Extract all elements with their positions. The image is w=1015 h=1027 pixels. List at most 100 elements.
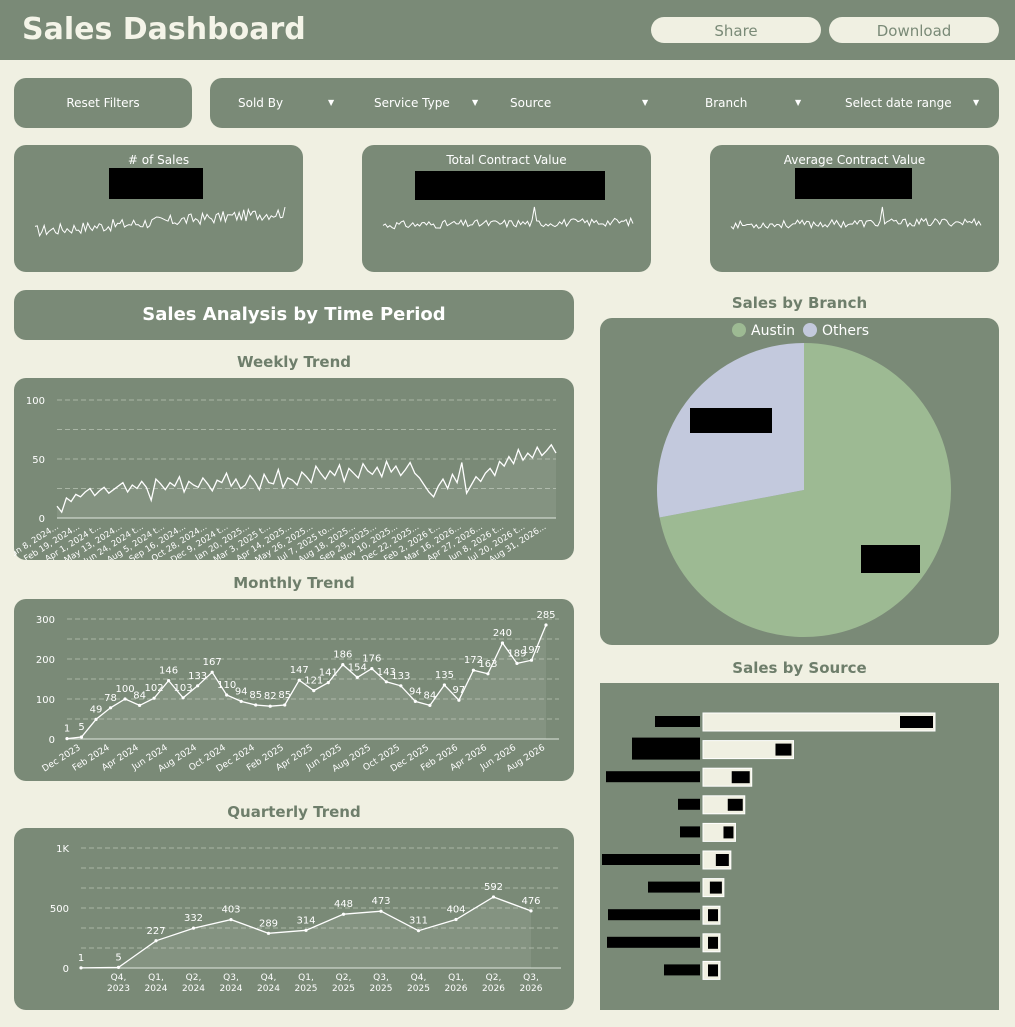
x-tick-label: Q4, — [261, 973, 277, 983]
data-point — [123, 697, 127, 701]
data-label: 110 — [217, 680, 236, 691]
redacted-value-label — [709, 881, 722, 894]
data-point — [304, 928, 308, 932]
data-label: 133 — [188, 671, 207, 682]
download-button[interactable]: Download — [829, 17, 999, 43]
chevron-down-icon[interactable]: ▼ — [328, 98, 335, 107]
weekly-trend-chart: 100 50 0 Jan 8, 2024... Feb 19, 2024... Apr 1… — [14, 378, 574, 560]
x-tick-label: Q2, — [186, 973, 202, 983]
y-tick-label: 300 — [36, 615, 55, 626]
data-label: 404 — [446, 905, 465, 916]
data-label: 100 — [116, 684, 135, 695]
bar — [702, 712, 936, 732]
source-chart-title: Sales by Source — [732, 659, 867, 677]
share-button[interactable]: Share — [651, 17, 821, 43]
data-point — [94, 717, 98, 721]
data-label: 143 — [377, 667, 396, 678]
data-label: 197 — [522, 645, 541, 656]
filter-source[interactable]: Source — [510, 96, 552, 110]
x-tick-label: 2025 — [407, 984, 430, 994]
page-title: Sales Dashboard — [22, 12, 306, 47]
sparkline — [730, 206, 982, 230]
x-tick-label: 2025 — [295, 984, 318, 994]
data-point — [79, 966, 83, 970]
data-point — [370, 667, 374, 671]
kpi-label: Average Contract Value — [783, 153, 926, 167]
redacted-value-label — [731, 771, 750, 784]
data-label: 97 — [453, 685, 466, 696]
data-point — [266, 931, 271, 935]
x-tick-label: 2026 — [445, 984, 468, 994]
data-point — [486, 672, 490, 676]
redacted-value-label — [715, 854, 729, 866]
weekly-trend-title: Weekly Trend — [236, 353, 352, 371]
data-label: 49 — [90, 704, 103, 715]
y-tick-label: 100 — [36, 695, 55, 706]
data-label: 84 — [133, 690, 146, 701]
data-label: 227 — [146, 926, 165, 937]
filter-sold-by[interactable]: Sold By — [238, 96, 284, 110]
bar — [702, 740, 794, 760]
data-point — [283, 703, 287, 707]
data-point — [413, 699, 417, 703]
x-tick-label: 2024 — [145, 984, 168, 994]
monthly-trend-title: Monthly Trend — [233, 574, 355, 592]
y-tick-label: 1K — [56, 844, 69, 855]
area-fill — [57, 444, 556, 518]
x-tick-label: 2024 — [257, 984, 280, 994]
monthly-trend-chart: 300 200 100 0 1 5 49 78 100 84 102 146 103 133 167 110 9… — [14, 599, 574, 781]
kpi-card-sales-count: # of Sales — [14, 145, 303, 272]
redacted-category-label — [608, 909, 700, 921]
sparkline-path — [34, 206, 286, 238]
data-label: 78 — [104, 693, 117, 704]
data-point — [254, 703, 258, 707]
data-point — [79, 735, 84, 739]
data-point — [268, 704, 272, 708]
redacted-category-label — [655, 716, 700, 727]
data-point — [529, 909, 533, 913]
data-label: 146 — [159, 666, 178, 677]
chevron-down-icon[interactable]: ▼ — [642, 98, 649, 107]
x-tick-label: Q2, — [486, 973, 502, 983]
area-fill — [67, 625, 546, 739]
x-tick-label: Q3, — [523, 973, 539, 983]
redacted-value-label — [900, 716, 933, 728]
kpi-card-average-contract-value: Average Contract Value — [710, 145, 999, 272]
x-tick-label: 2026 — [520, 984, 543, 994]
x-tick-label: 2023 — [107, 984, 130, 994]
section-title: Sales Analysis by Time Period — [14, 290, 574, 340]
data-point — [341, 912, 346, 916]
redacted-category-label — [607, 936, 700, 948]
data-label: 141 — [319, 668, 338, 679]
chevron-down-icon[interactable]: ▼ — [472, 98, 479, 107]
data-point — [428, 703, 432, 707]
filter-service-type[interactable]: Service Type — [374, 96, 450, 110]
x-tick-label: 2024 — [220, 984, 243, 994]
kpi-label: Total Contract Value — [446, 153, 567, 167]
data-label: 285 — [536, 610, 555, 621]
data-point — [399, 684, 403, 688]
redacted-category-label — [602, 854, 700, 865]
data-point — [297, 678, 301, 682]
redacted-value-label — [775, 743, 792, 756]
redacted-category-label — [632, 737, 700, 760]
chevron-down-icon[interactable]: ▼ — [973, 98, 980, 107]
chevron-down-icon[interactable]: ▼ — [795, 98, 802, 107]
data-point — [326, 681, 330, 685]
data-label: 163 — [478, 659, 497, 670]
data-label: 473 — [371, 896, 390, 907]
branch-chart-title: Sales by Branch — [731, 294, 868, 312]
data-point — [196, 684, 200, 688]
data-point — [355, 675, 359, 679]
filter-branch[interactable]: Branch — [705, 96, 748, 110]
data-point — [529, 658, 534, 662]
data-point — [229, 918, 233, 922]
data-point — [154, 939, 158, 943]
legend-label: Austin — [751, 323, 795, 339]
data-label: 154 — [348, 662, 367, 673]
data-label: 133 — [391, 671, 410, 682]
filter-date-range[interactable]: Select date range — [845, 96, 952, 110]
data-label: 167 — [203, 657, 222, 668]
reset-filters-button[interactable]: Reset Filters — [14, 78, 192, 128]
source-bar-chart — [600, 683, 999, 1010]
